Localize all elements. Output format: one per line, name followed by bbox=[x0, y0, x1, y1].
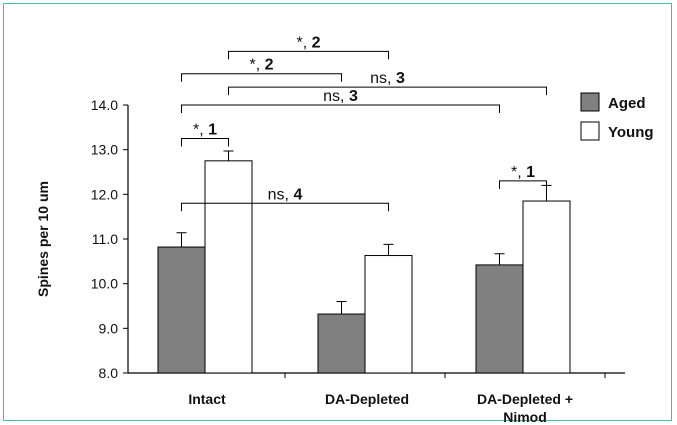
significance-prefix: ns, bbox=[323, 88, 349, 105]
y-tick-label: 13.0 bbox=[91, 142, 118, 158]
significance-bracket bbox=[181, 104, 500, 113]
significance-number: 3 bbox=[349, 88, 358, 105]
y-axis-label: Spines per 10 um bbox=[35, 181, 51, 297]
significance-number: 1 bbox=[526, 164, 535, 181]
significance-number: 3 bbox=[396, 70, 405, 87]
significance-label: *, 1 bbox=[193, 122, 217, 139]
y-tick-label: 11.0 bbox=[92, 231, 118, 247]
significance-bracket bbox=[181, 73, 342, 82]
category-label: Nimod bbox=[503, 409, 547, 425]
y-tick-label: 14.0 bbox=[91, 97, 118, 113]
significance-number: 2 bbox=[265, 57, 274, 74]
bar-aged bbox=[317, 313, 366, 374]
significance-prefix: *, bbox=[511, 164, 526, 181]
significance-bracket bbox=[228, 50, 389, 60]
significance-bracket bbox=[228, 86, 547, 96]
y-tick-label: 10.0 bbox=[91, 276, 118, 292]
significance-bracket bbox=[181, 202, 389, 212]
y-tick-label: 9.0 bbox=[99, 320, 119, 336]
bar-young bbox=[204, 160, 253, 374]
significance-prefix: ns, bbox=[268, 186, 294, 203]
category-label: Intact bbox=[188, 391, 226, 407]
y-tick-label: 12.0 bbox=[91, 186, 118, 202]
significance-label: ns, 3 bbox=[323, 88, 358, 105]
y-tick-label: 8.0 bbox=[99, 365, 119, 381]
significance-label: *, 2 bbox=[296, 34, 320, 51]
significance-number: 4 bbox=[293, 186, 302, 203]
significance-prefix: *, bbox=[193, 122, 208, 139]
significance-prefix: ns, bbox=[370, 70, 396, 87]
significance-prefix: *, bbox=[296, 34, 311, 51]
legend-swatch-young bbox=[580, 121, 600, 141]
significance-bracket bbox=[181, 138, 229, 147]
significance-number: 2 bbox=[312, 34, 321, 51]
legend-label-young: Young bbox=[608, 124, 654, 141]
significance-label: ns, 3 bbox=[370, 70, 405, 87]
bar-young bbox=[522, 200, 571, 374]
legend-label-aged: Aged bbox=[608, 95, 646, 112]
significance-label: *, 2 bbox=[249, 57, 273, 74]
bar-young bbox=[364, 255, 413, 374]
significance-label: ns, 4 bbox=[268, 186, 303, 203]
bar-aged bbox=[475, 264, 524, 374]
significance-label: *, 1 bbox=[511, 164, 535, 181]
significance-bracket bbox=[499, 180, 547, 189]
significance-number: 1 bbox=[208, 122, 217, 139]
bar-aged bbox=[157, 246, 206, 374]
significance-prefix: *, bbox=[249, 57, 264, 74]
category-label: DA-Depleted bbox=[325, 391, 409, 407]
legend-swatch-aged bbox=[580, 92, 600, 112]
category-label: DA-Depleted + bbox=[477, 391, 573, 407]
